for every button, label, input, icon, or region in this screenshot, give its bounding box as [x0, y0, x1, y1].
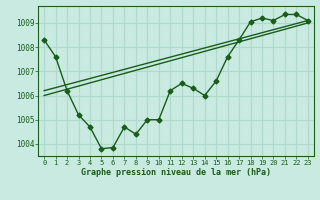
X-axis label: Graphe pression niveau de la mer (hPa): Graphe pression niveau de la mer (hPa) [81, 168, 271, 177]
